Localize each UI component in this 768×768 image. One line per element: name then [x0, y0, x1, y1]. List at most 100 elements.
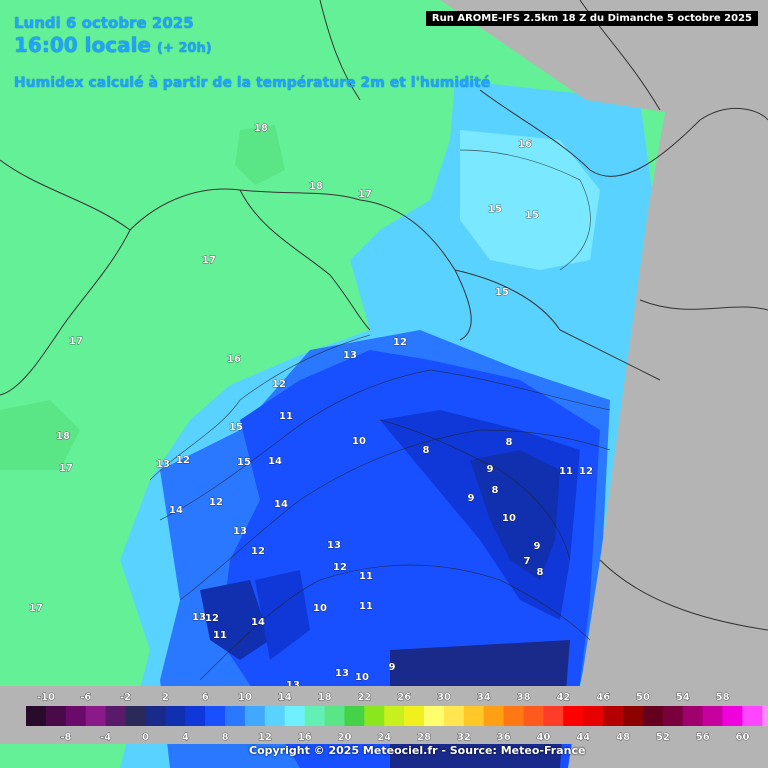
humidex-label: 13 — [335, 668, 349, 679]
legend-swatch — [603, 706, 624, 726]
humidex-label: 10 — [502, 513, 516, 524]
legend-swatch — [583, 706, 604, 726]
copyright: Copyright © 2025 Meteociel.fr - Source: … — [249, 744, 586, 757]
legend-swatch — [543, 706, 564, 726]
legend-tick-bottom: 24 — [377, 732, 391, 743]
humidex-label: 12 — [176, 455, 190, 466]
legend-tick-bottom: 56 — [696, 732, 710, 743]
humidex-label: 16 — [227, 354, 241, 365]
legend-swatch — [26, 706, 47, 726]
legend-tick-top: -10 — [37, 692, 55, 703]
humidex-label: 14 — [169, 505, 183, 516]
legend-swatch — [244, 706, 266, 726]
legend-swatch — [105, 706, 126, 726]
humidex-label: 14 — [274, 499, 288, 510]
forecast-hour-text: 16:00 locale — [14, 33, 151, 57]
legend-swatch — [45, 706, 67, 726]
humidex-label: 10 — [313, 603, 327, 614]
legend-swatch — [682, 706, 703, 726]
legend-tick-bottom: 28 — [417, 732, 431, 743]
humidex-label: 15 — [237, 457, 251, 468]
legend-swatch — [364, 706, 385, 726]
legend-swatch — [503, 706, 524, 726]
humidex-label: 13 — [233, 526, 247, 537]
legend-swatch — [264, 706, 286, 726]
legend-tick-top: 22 — [357, 692, 371, 703]
color-legend: -10 -6 -2 2 6 10 14 18 22 26 30 34 38 42 46 50 54 58 -8 -4… — [0, 686, 768, 744]
legend-swatch — [125, 706, 146, 726]
humidex-label: 16 — [518, 139, 532, 150]
humidex-label: 17 — [59, 463, 73, 474]
legend-tick-bottom: 0 — [142, 732, 149, 743]
legend-tick-top: 6 — [202, 692, 209, 703]
humidex-label: 12 — [272, 379, 286, 390]
legend-swatch — [404, 706, 425, 726]
humidex-label: 13 — [343, 350, 357, 361]
humidex-label: 17 — [358, 189, 372, 200]
legend-tick-top: 42 — [556, 692, 570, 703]
humidex-label: 11 — [359, 571, 373, 582]
legend-swatch — [443, 706, 465, 726]
humidex-label: 15 — [495, 287, 509, 298]
legend-tick-top: 2 — [162, 692, 169, 703]
humidex-label: 18 — [56, 431, 70, 442]
humidex-label: 18 — [254, 123, 268, 134]
legend-tick-bottom: 52 — [656, 732, 670, 743]
legend-swatch — [304, 706, 325, 726]
legend-tick-bottom: -8 — [60, 732, 71, 743]
humidex-label: 13 — [327, 540, 341, 551]
legend-swatch — [742, 706, 763, 726]
legend-swatch — [702, 706, 723, 726]
legend-tick-bottom: 32 — [457, 732, 471, 743]
legend-swatch — [185, 706, 206, 726]
humidex-label: 12 — [209, 497, 223, 508]
legend-tick-top: 46 — [596, 692, 610, 703]
legend-swatch — [463, 706, 485, 726]
legend-tick-top: -6 — [80, 692, 91, 703]
humidex-label: 9 — [487, 464, 494, 475]
legend-tick-bottom: 16 — [298, 732, 312, 743]
legend-tick-top: 30 — [437, 692, 451, 703]
legend-tick-bottom: 36 — [497, 732, 511, 743]
legend-swatch — [483, 706, 504, 726]
legend-tick-top: 26 — [397, 692, 411, 703]
humidex-label: 14 — [268, 456, 282, 467]
legend-tick-top: 18 — [318, 692, 332, 703]
legend-tick-bottom: 44 — [576, 732, 590, 743]
legend-tick-bottom: 4 — [182, 732, 189, 743]
legend-tick-bottom: -4 — [100, 732, 111, 743]
legend-swatch — [662, 706, 684, 726]
legend-tick-top: 58 — [716, 692, 730, 703]
legend-tick-bottom: 60 — [736, 732, 750, 743]
legend-tick-top: 50 — [636, 692, 650, 703]
humidex-label: 12 — [251, 546, 265, 557]
humidex-label: 12 — [205, 613, 219, 624]
humidex-label: 15 — [488, 204, 502, 215]
humidex-label: 8 — [492, 485, 499, 496]
legend-swatch — [225, 706, 246, 726]
humidex-label: 7 — [524, 556, 531, 567]
humidex-label: 15 — [525, 210, 539, 221]
humidex-label: 8 — [423, 445, 430, 456]
legend-swatch — [344, 706, 365, 726]
legend-tick-top: 34 — [477, 692, 491, 703]
humidex-label: 18 — [309, 181, 323, 192]
humidex-label: 17 — [69, 336, 83, 347]
humidex-label: 17 — [29, 603, 43, 614]
legend-swatch — [722, 706, 743, 726]
humidex-label: 9 — [468, 493, 475, 504]
forecast-date: Lundi 6 octobre 2025 — [14, 14, 194, 32]
legend-tick-bottom: 40 — [537, 732, 551, 743]
humidex-label: 9 — [389, 662, 396, 673]
humidex-label: 11 — [359, 601, 373, 612]
legend-swatch — [324, 706, 345, 726]
legend-swatch — [65, 706, 87, 726]
legend-swatch — [384, 706, 405, 726]
humidex-label: 12 — [579, 466, 593, 477]
legend-tick-top: 38 — [517, 692, 531, 703]
legend-swatch — [762, 706, 768, 726]
humidex-label: 11 — [213, 630, 227, 641]
